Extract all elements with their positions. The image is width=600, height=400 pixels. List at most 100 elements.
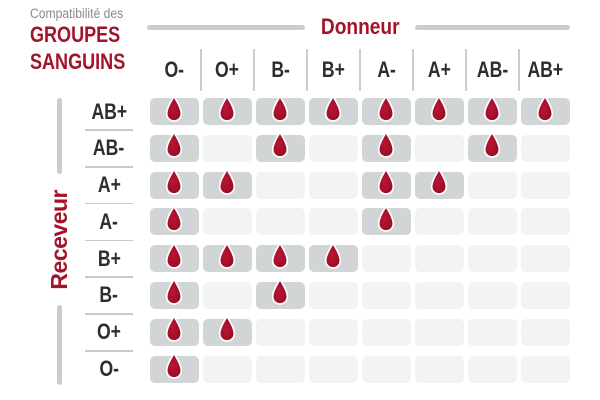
blood-drop-icon	[376, 205, 396, 233]
cell-O--from-A-	[362, 355, 411, 383]
cell-AB+-from-B+	[309, 98, 358, 125]
column-header-AB+: AB+	[517, 48, 570, 92]
row-header-AB-: AB-	[85, 135, 133, 168]
blood-drop-icon	[270, 95, 290, 123]
receiver-top-rule	[56, 98, 62, 174]
cell-B+-from-O+	[203, 245, 252, 273]
blood-drop-icon	[164, 95, 184, 123]
cell-O--from-AB+	[521, 355, 570, 383]
cell-AB--from-A+	[415, 134, 464, 162]
cell-A--from-O+	[203, 208, 252, 236]
cell-A--from-B+	[309, 208, 358, 236]
column-header-label: B-	[270, 57, 290, 82]
column-header-A-: A-	[358, 48, 411, 92]
cell-AB+-from-B-	[256, 98, 305, 125]
cell-AB+-from-AB-	[468, 98, 517, 125]
blood-drop-icon	[429, 168, 449, 196]
cell-O--from-B-	[256, 355, 305, 383]
row-separator	[85, 313, 133, 315]
column-header-label: O+	[215, 57, 240, 82]
row-header-label: O+	[97, 319, 121, 345]
title-line1: GROUPES	[30, 22, 121, 47]
cell-B--from-B+	[309, 281, 358, 309]
blood-drop-icon	[164, 242, 184, 270]
row-separator	[85, 276, 133, 278]
cell-AB--from-A-	[362, 135, 411, 162]
column-separator	[464, 49, 467, 91]
cell-B--from-AB+	[521, 281, 570, 309]
cell-O+-from-A-	[362, 318, 411, 346]
row-header-label: AB-	[93, 135, 125, 161]
cell-B--from-O-	[150, 282, 199, 309]
row-labels: AB+ AB- A+ A- B+ B- O+ O-	[85, 98, 133, 383]
cell-B+-from-A-	[362, 245, 411, 273]
cell-O+-from-B-	[256, 318, 305, 346]
blood-drop-icon	[164, 315, 184, 343]
cell-A+-from-AB+	[521, 171, 570, 199]
column-separator	[199, 49, 202, 91]
column-headers: O- O+ B- B+ A- A+ AB- AB+	[150, 48, 570, 92]
title-line2: SANGUINS	[30, 48, 126, 74]
cell-AB+-from-O-	[150, 98, 199, 125]
cell-AB--from-O+	[203, 134, 252, 162]
column-header-label: AB+	[527, 57, 564, 82]
blood-drop-icon	[482, 95, 502, 123]
column-separator	[517, 49, 520, 91]
column-header-label: O-	[164, 57, 185, 82]
blood-drop-icon	[217, 95, 237, 123]
row-header-label: B-	[99, 282, 119, 308]
cell-O--from-O+	[203, 355, 252, 383]
cell-O+-from-AB+	[521, 318, 570, 346]
cell-A--from-B-	[256, 208, 305, 236]
column-header-B-: B-	[252, 48, 305, 92]
title-kicker: Compatibilité des	[30, 6, 124, 21]
row-header-label: B+	[97, 245, 121, 271]
blood-drop-icon	[376, 95, 396, 123]
cell-A+-from-B+	[309, 171, 358, 199]
cell-AB+-from-A+	[415, 98, 464, 125]
column-header-label: B+	[321, 57, 345, 82]
blood-drop-icon	[535, 95, 555, 123]
blood-drop-icon	[323, 95, 343, 123]
cell-B+-from-AB+	[521, 245, 570, 273]
column-header-A+: A+	[411, 48, 464, 92]
cell-B+-from-AB-	[468, 245, 517, 273]
receiver-bottom-rule	[56, 304, 62, 385]
blood-drop-icon	[217, 168, 237, 196]
donor-left-rule	[147, 24, 305, 30]
cell-O--from-A+	[415, 355, 464, 383]
column-header-label: A-	[376, 57, 396, 82]
cell-B+-from-B-	[256, 245, 305, 273]
blood-drop-icon	[164, 131, 184, 159]
cell-A+-from-AB-	[468, 171, 517, 199]
column-header-AB-: AB-	[464, 48, 517, 92]
column-header-O+: O+	[199, 48, 252, 92]
cell-A--from-O-	[150, 208, 199, 236]
row-header-AB+: AB+	[85, 98, 133, 131]
row-header-O-: O-	[85, 356, 133, 383]
row-header-A-: A-	[85, 208, 133, 242]
cell-AB+-from-O+	[203, 98, 252, 125]
blood-drop-icon	[270, 131, 290, 159]
donor-right-rule	[414, 24, 570, 30]
cell-O+-from-AB-	[468, 318, 517, 346]
cell-A+-from-A-	[362, 172, 411, 199]
row-separator	[85, 129, 133, 131]
blood-drop-icon	[164, 278, 184, 306]
cell-B+-from-B+	[309, 245, 358, 273]
row-header-A+: A+	[85, 172, 133, 205]
cell-A--from-AB-	[468, 208, 517, 236]
row-separator	[85, 202, 133, 205]
cell-A+-from-O+	[203, 172, 252, 199]
column-header-B+: B+	[305, 48, 358, 92]
blood-drop-icon	[164, 168, 184, 196]
cell-B--from-O+	[203, 281, 252, 309]
donor-axis: Donneur	[147, 14, 570, 39]
row-separator	[85, 349, 133, 352]
cell-B--from-B-	[256, 282, 305, 309]
cell-O--from-O-	[150, 356, 199, 383]
receiver-axis: Receveur	[46, 98, 72, 385]
cell-O+-from-B+	[309, 318, 358, 346]
column-separator	[411, 49, 414, 91]
column-header-O-: O-	[150, 48, 199, 92]
